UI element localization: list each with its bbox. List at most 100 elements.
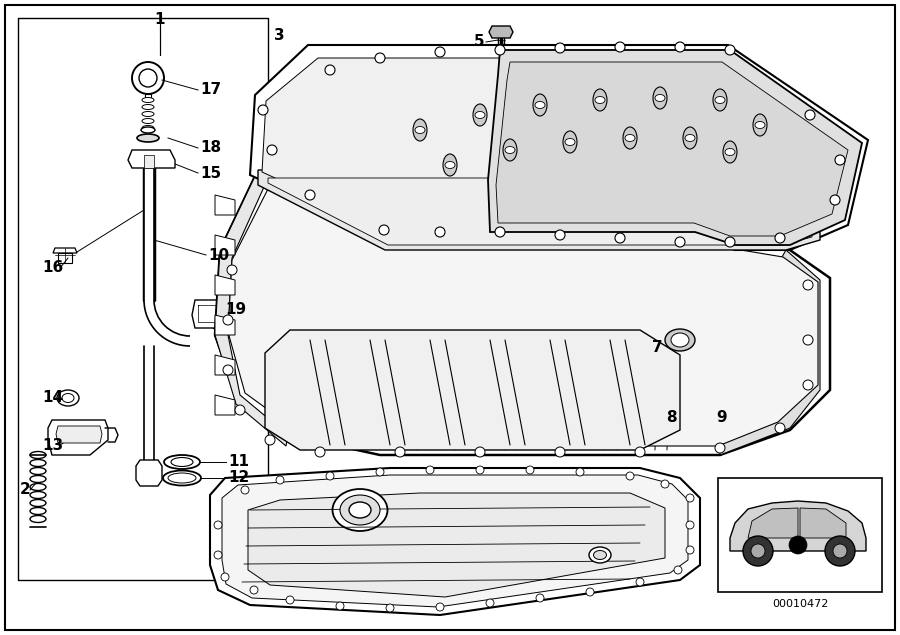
Ellipse shape <box>137 134 159 142</box>
Circle shape <box>555 447 565 457</box>
Circle shape <box>830 195 840 205</box>
Ellipse shape <box>142 98 154 102</box>
Polygon shape <box>58 253 72 263</box>
Circle shape <box>661 480 669 488</box>
Circle shape <box>336 602 344 610</box>
Ellipse shape <box>593 89 607 111</box>
Circle shape <box>586 588 594 596</box>
Circle shape <box>833 544 847 558</box>
Ellipse shape <box>171 457 193 467</box>
Text: 8: 8 <box>666 410 677 425</box>
Ellipse shape <box>142 105 154 109</box>
Circle shape <box>725 237 735 247</box>
Polygon shape <box>748 508 798 538</box>
Polygon shape <box>144 168 154 300</box>
Circle shape <box>335 175 345 185</box>
Circle shape <box>615 233 625 243</box>
Circle shape <box>675 237 685 247</box>
Circle shape <box>555 43 565 53</box>
Polygon shape <box>489 26 513 38</box>
Circle shape <box>223 365 233 375</box>
Polygon shape <box>718 478 882 592</box>
Ellipse shape <box>725 288 735 293</box>
Circle shape <box>475 447 485 457</box>
Ellipse shape <box>725 305 735 311</box>
Ellipse shape <box>685 135 695 142</box>
Polygon shape <box>48 420 108 455</box>
Ellipse shape <box>30 500 46 507</box>
Ellipse shape <box>30 460 46 467</box>
Ellipse shape <box>30 516 46 523</box>
Text: 16: 16 <box>42 260 63 276</box>
Circle shape <box>290 183 300 193</box>
Circle shape <box>674 566 682 574</box>
Polygon shape <box>215 170 820 455</box>
Circle shape <box>686 494 694 502</box>
Ellipse shape <box>715 97 725 104</box>
Circle shape <box>258 105 268 115</box>
Text: 10: 10 <box>208 248 230 262</box>
Circle shape <box>835 155 845 165</box>
Circle shape <box>715 167 725 177</box>
Circle shape <box>751 544 765 558</box>
Ellipse shape <box>705 312 715 316</box>
Circle shape <box>265 435 275 445</box>
Polygon shape <box>210 468 700 615</box>
Ellipse shape <box>475 112 485 119</box>
Polygon shape <box>720 408 740 422</box>
Circle shape <box>803 220 813 230</box>
Polygon shape <box>228 185 818 446</box>
Ellipse shape <box>30 491 46 498</box>
Text: 00010472: 00010472 <box>772 599 828 609</box>
Ellipse shape <box>725 314 735 319</box>
Polygon shape <box>258 170 820 250</box>
Polygon shape <box>250 45 868 250</box>
Circle shape <box>775 233 785 243</box>
Circle shape <box>375 53 385 63</box>
Ellipse shape <box>505 147 515 154</box>
Text: 3: 3 <box>274 27 284 43</box>
Circle shape <box>486 599 494 607</box>
Polygon shape <box>144 155 154 168</box>
Text: 4: 4 <box>392 150 402 166</box>
Text: 2: 2 <box>20 483 31 497</box>
Circle shape <box>789 536 807 554</box>
Circle shape <box>576 468 584 476</box>
Polygon shape <box>215 275 235 295</box>
Ellipse shape <box>30 476 46 483</box>
Polygon shape <box>248 493 665 597</box>
Ellipse shape <box>705 288 715 293</box>
Circle shape <box>325 65 335 75</box>
Ellipse shape <box>725 149 735 156</box>
Text: 14: 14 <box>42 391 63 406</box>
Circle shape <box>235 405 245 415</box>
Circle shape <box>575 163 585 173</box>
Text: 13: 13 <box>42 438 63 453</box>
Circle shape <box>495 227 505 237</box>
Polygon shape <box>215 195 235 215</box>
Ellipse shape <box>705 396 715 401</box>
Circle shape <box>435 47 445 57</box>
Ellipse shape <box>332 489 388 531</box>
Ellipse shape <box>443 154 457 176</box>
Ellipse shape <box>705 319 715 324</box>
Polygon shape <box>144 300 190 346</box>
Text: 12: 12 <box>228 471 249 486</box>
Ellipse shape <box>164 455 200 469</box>
Polygon shape <box>5 5 895 630</box>
Circle shape <box>803 280 813 290</box>
Circle shape <box>803 335 813 345</box>
Text: 1: 1 <box>155 13 166 27</box>
Ellipse shape <box>243 349 253 355</box>
Ellipse shape <box>563 131 577 153</box>
Circle shape <box>686 546 694 554</box>
Polygon shape <box>496 62 848 236</box>
Circle shape <box>426 466 434 474</box>
Ellipse shape <box>625 135 635 142</box>
Text: 5: 5 <box>473 34 484 50</box>
Circle shape <box>743 536 773 566</box>
Polygon shape <box>215 395 235 415</box>
Polygon shape <box>128 150 175 168</box>
Ellipse shape <box>705 328 715 333</box>
Ellipse shape <box>473 104 487 126</box>
